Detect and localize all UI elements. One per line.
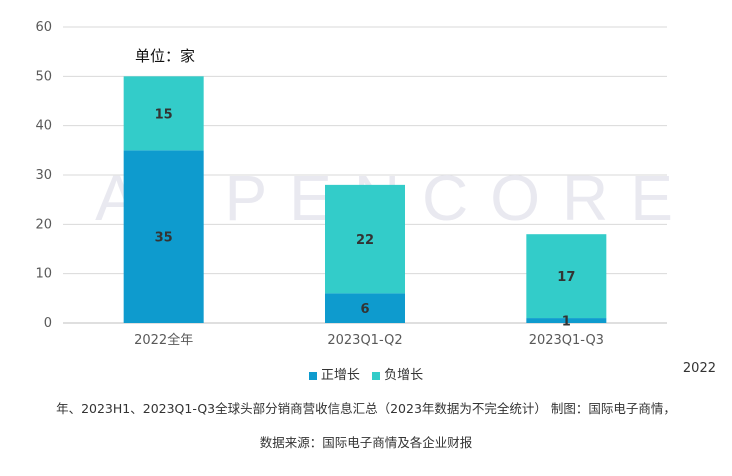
- x-tick-label: 2022全年: [134, 332, 193, 348]
- bar-segment: [325, 184, 405, 294]
- y-tick-label: 20: [35, 217, 52, 232]
- y-tick-label: 10: [35, 267, 52, 282]
- bar-segment: [526, 318, 607, 323]
- legend: 正增长 负增长: [0, 364, 732, 383]
- bar-segment: [123, 150, 204, 323]
- y-tick-label: 0: [44, 316, 52, 331]
- bar-segment: [123, 76, 204, 151]
- bar-value-label: 15: [155, 107, 173, 122]
- bar-value-label: 22: [356, 233, 374, 248]
- x-tick-label: 2023Q1-Q3: [529, 333, 604, 348]
- legend-item-negative: 负增长: [372, 364, 423, 383]
- bar-value-label: 17: [557, 270, 575, 285]
- y-tick-label: 30: [35, 168, 52, 183]
- bars-group: [123, 76, 607, 323]
- caption-line1: 年、2023H1、2023Q1-Q3全球头部分销商营收信息汇总（2023年数据为…: [56, 401, 676, 416]
- legend-item-positive: 正增长: [308, 364, 360, 383]
- legend-label-negative: 负增长: [384, 368, 424, 383]
- y-tick-label: 40: [35, 119, 52, 134]
- bar-value-label: 35: [155, 231, 173, 246]
- bar-segment: [325, 293, 405, 323]
- bar-value-label: 1: [562, 315, 571, 330]
- caption-line2: 数据来源：国际电子商情及各企业财报: [259, 435, 473, 450]
- legend-swatch-negative: [372, 371, 381, 380]
- x-axis-ticks: 2022全年 2023Q1-Q2 2023Q1-Q3: [134, 332, 604, 348]
- bar-segment: [526, 234, 607, 319]
- bar-value-label: 6: [360, 302, 369, 317]
- legend-swatch-positive: [308, 371, 317, 380]
- bar-labels-group: 35 15 6 22 1 17: [155, 107, 576, 329]
- x-tick-label: 2023Q1-Q2: [327, 333, 402, 348]
- y-axis-ticks: 0 10 20 30 40 50 60: [35, 20, 52, 331]
- y-tick-label: 50: [35, 69, 52, 84]
- legend-label-positive: 正增长: [320, 368, 360, 383]
- unit-label: 单位：家: [135, 47, 195, 65]
- caption-year: 2022: [682, 361, 716, 376]
- y-tick-label: 60: [35, 20, 52, 35]
